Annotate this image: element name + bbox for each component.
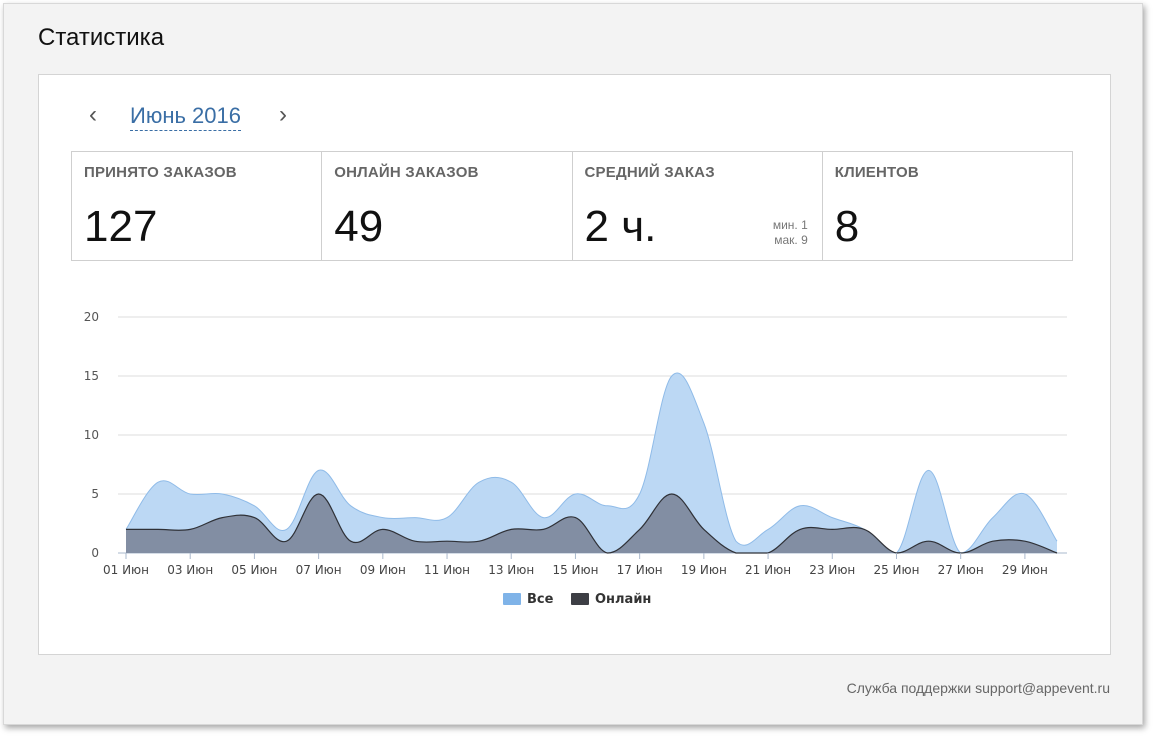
stat-title: КЛИЕНТОВ	[834, 164, 919, 181]
stat-title: ПРИНЯТО ЗАКАЗОВ	[84, 164, 237, 181]
chevron-left-icon[interactable]: ‹	[89, 101, 97, 128]
series-line-all	[125, 372, 1058, 554]
month-selector[interactable]: Июнь 2016	[130, 102, 241, 131]
x-tick-label: 27 Июн	[938, 563, 984, 577]
y-tick-label: 5	[91, 487, 99, 501]
x-tick-label: 19 Июн	[681, 563, 727, 577]
stat-average-order: СРЕДНИЙ ЗАКАЗ 2 ч. мин. 1 мак. 9	[573, 152, 823, 260]
stat-value: 127	[84, 202, 158, 251]
stat-value: 8	[834, 202, 860, 251]
series-area-online	[126, 494, 1057, 553]
x-tick-label: 11 Июн	[424, 563, 470, 577]
stat-online-orders: ОНЛАЙН ЗАКАЗОВ 49	[322, 152, 573, 260]
y-tick-label: 0	[91, 546, 99, 560]
x-tick-label: 03 Июн	[167, 563, 213, 577]
series-area-all	[126, 373, 1057, 553]
app-window: Статистика ‹ Июнь 2016 › ПРИНЯТО ЗАКАЗОВ…	[3, 3, 1143, 725]
legend-label: Онлайн	[595, 592, 651, 607]
x-tick-label: 15 Июн	[552, 563, 598, 577]
stat-title: ОНЛАЙН ЗАКАЗОВ	[334, 164, 479, 181]
support-label: Служба поддержки	[846, 680, 972, 696]
page-title: Статистика	[38, 24, 165, 51]
y-tick-label: 15	[84, 369, 99, 383]
chevron-right-icon[interactable]: ›	[279, 101, 287, 128]
x-tick-label: 21 Июн	[745, 563, 791, 577]
stat-accepted-orders: ПРИНЯТО ЗАКАЗОВ 127	[72, 152, 323, 260]
stat-min-max: мин. 1 мак. 9	[773, 218, 808, 248]
stat-max: мак. 9	[774, 233, 808, 247]
stat-value: 49	[334, 202, 384, 251]
x-tick-label: 25 Июн	[873, 563, 919, 577]
x-tick-label: 07 Июн	[296, 563, 342, 577]
statistics-panel: ‹ Июнь 2016 › ПРИНЯТО ЗАКАЗОВ 127 ОНЛАЙН…	[38, 74, 1111, 655]
x-tick-label: 09 Июн	[360, 563, 406, 577]
x-tick-label: 13 Июн	[488, 563, 534, 577]
x-tick-label: 29 Июн	[1002, 563, 1048, 577]
support-email-link[interactable]: support@appevent.ru	[975, 680, 1110, 696]
x-tick-label: 01 Июн	[103, 563, 149, 577]
orders-area-chart: 0 5 10 15 20 01 Июн 03 Июн 05 Июн 07 Июн 09 Июн 11…	[84, 310, 1067, 607]
legend-swatch	[571, 593, 589, 605]
x-tick-label: 23 Июн	[809, 563, 855, 577]
legend-swatch	[503, 593, 521, 605]
y-tick-label: 20	[84, 310, 99, 324]
stat-value: 2 ч.	[584, 202, 657, 251]
support-footer: Служба поддержки support@appevent.ru	[847, 680, 1110, 696]
legend-label: Все	[527, 592, 554, 607]
x-tick-label: 17 Июн	[617, 563, 663, 577]
stat-min: мин. 1	[772, 218, 808, 232]
x-tick-label: 05 Июн	[231, 563, 277, 577]
stats-row: ПРИНЯТО ЗАКАЗОВ 127 ОНЛАЙН ЗАКАЗОВ 49 СР…	[71, 151, 1073, 261]
stat-title: СРЕДНИЙ ЗАКАЗ	[584, 164, 715, 181]
series-line-online	[126, 493, 1058, 554]
y-tick-label: 10	[84, 428, 99, 442]
stat-clients: КЛИЕНТОВ 8	[823, 152, 1072, 260]
